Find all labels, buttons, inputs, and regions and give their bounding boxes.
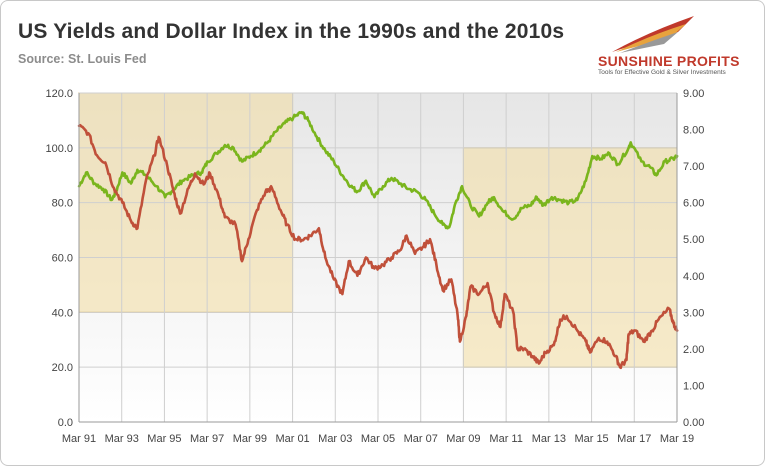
y-left-tick-label: 120.0 — [45, 88, 73, 100]
sunshine-profits-logo: SUNSHINE PROFITS Tools for Effective Gol… — [598, 14, 754, 76]
y-left-tick-label: 0.0 — [58, 417, 73, 429]
x-tick-label: Mar 03 — [318, 433, 352, 445]
x-tick-label: Mar 13 — [532, 433, 566, 445]
x-tick-label: Mar 95 — [147, 433, 181, 445]
y-right-tick-label: 3.00 — [683, 307, 704, 319]
logo-sunrays-icon — [612, 16, 694, 53]
y-right-tick-label: 2.00 — [683, 344, 704, 356]
y-right-tick-label: 4.00 — [683, 271, 704, 283]
x-tick-label: Mar 93 — [105, 433, 139, 445]
y-right-tick-label: 0.00 — [683, 417, 704, 429]
x-tick-label: Mar 97 — [190, 433, 224, 445]
y-right-tick-label: 6.00 — [683, 198, 704, 210]
y-right-tick-label: 9.00 — [683, 88, 704, 100]
y-right-tick-label: 5.00 — [683, 234, 704, 246]
y-left-tick-label: 20.0 — [52, 362, 73, 374]
x-tick-label: Mar 15 — [574, 433, 608, 445]
y-right-tick-label: 7.00 — [683, 161, 704, 173]
y-left-tick-label: 60.0 — [52, 253, 73, 265]
x-tick-label: Mar 09 — [446, 433, 480, 445]
x-tick-label: Mar 07 — [404, 433, 438, 445]
logo-tagline: Tools for Effective Gold & Silver Invest… — [598, 69, 726, 76]
y-right-tick-label: 8.00 — [683, 125, 704, 137]
y-right-tick-label: 1.00 — [683, 380, 704, 392]
x-tick-label: Mar 91 — [62, 433, 96, 445]
y-left-tick-label: 80.0 — [52, 198, 73, 210]
y-left-tick-label: 100.0 — [45, 143, 73, 155]
x-tick-label: Mar 01 — [275, 433, 309, 445]
x-tick-label: Mar 17 — [617, 433, 651, 445]
x-tick-label: Mar 11 — [489, 433, 522, 445]
chart-title: US Yields and Dollar Index in the 1990s … — [18, 20, 565, 43]
x-tick-label: Mar 99 — [233, 433, 267, 445]
series-line-1 — [77, 110, 679, 230]
y-left-tick-label: 40.0 — [52, 307, 73, 319]
x-tick-label: Mar 19 — [660, 433, 694, 445]
series-line-2 — [77, 123, 679, 370]
chart-subtitle: Source: St. Louis Fed — [18, 52, 147, 66]
logo-name: SUNSHINE PROFITS — [598, 53, 740, 69]
x-tick-label: Mar 05 — [361, 433, 395, 445]
